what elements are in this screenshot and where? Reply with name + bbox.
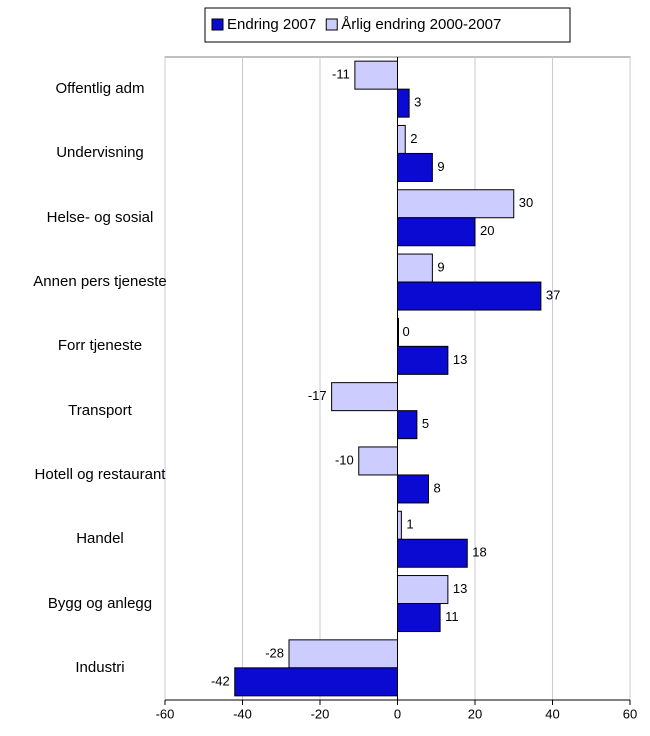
value-label: 18 bbox=[472, 545, 486, 560]
bar bbox=[354, 60, 398, 90]
x-tick-label: 0 bbox=[394, 706, 401, 721]
value-label: 9 bbox=[437, 259, 444, 274]
legend-swatch bbox=[325, 18, 338, 31]
value-label: 8 bbox=[434, 480, 441, 495]
x-tick-label: 20 bbox=[468, 706, 482, 721]
value-label: 13 bbox=[453, 581, 467, 596]
bar bbox=[288, 639, 398, 669]
y-tick-label: Handel bbox=[76, 530, 124, 548]
bar bbox=[397, 88, 410, 118]
y-tick-label: Helse- og sosial bbox=[46, 208, 154, 226]
legend-box bbox=[204, 7, 571, 43]
bar bbox=[331, 382, 398, 412]
value-label: 0 bbox=[403, 324, 410, 339]
value-label: 5 bbox=[422, 416, 429, 431]
value-label: -10 bbox=[335, 452, 354, 467]
value-label: -17 bbox=[308, 388, 327, 403]
bar bbox=[397, 603, 441, 633]
x-tick-label: -40 bbox=[233, 706, 252, 721]
y-tick-label: Transport bbox=[68, 401, 132, 419]
value-label: 3 bbox=[414, 95, 421, 110]
bar bbox=[397, 538, 468, 568]
legend-swatch bbox=[211, 18, 224, 31]
value-label: 2 bbox=[410, 131, 417, 146]
value-label: 9 bbox=[437, 159, 444, 174]
x-tick-label: 60 bbox=[623, 706, 637, 721]
value-label: 30 bbox=[519, 195, 533, 210]
x-tick-label: -20 bbox=[311, 706, 330, 721]
y-tick-label: Industri bbox=[75, 658, 125, 676]
y-tick-label: Forr tjeneste bbox=[57, 337, 143, 355]
value-label: -28 bbox=[265, 645, 284, 660]
value-label: 13 bbox=[453, 352, 467, 367]
bar bbox=[397, 217, 476, 247]
value-label: 20 bbox=[480, 223, 494, 238]
y-tick-label: Offentlig adm bbox=[55, 80, 145, 98]
bar bbox=[234, 667, 398, 697]
value-label: -11 bbox=[332, 67, 350, 82]
value-label: -42 bbox=[211, 673, 230, 688]
bar bbox=[397, 575, 449, 605]
legend-label: Endring 2007 bbox=[227, 16, 316, 33]
legend-label: Årlig endring 2000-2007 bbox=[341, 16, 501, 33]
y-tick-label: Hotell og restaurant bbox=[34, 465, 166, 483]
value-label: 11 bbox=[445, 609, 459, 624]
x-tick-label: 40 bbox=[545, 706, 559, 721]
bar bbox=[397, 152, 433, 182]
y-tick-label: Annen pers tjeneste bbox=[33, 273, 167, 291]
bar bbox=[397, 253, 433, 283]
bar bbox=[397, 281, 542, 311]
bar bbox=[397, 410, 418, 440]
value-label: 1 bbox=[406, 517, 413, 532]
bar bbox=[358, 446, 398, 476]
bar bbox=[397, 474, 429, 504]
bar bbox=[397, 124, 406, 154]
bar bbox=[397, 345, 449, 375]
y-tick-label: Undervisning bbox=[56, 144, 144, 162]
bar bbox=[397, 510, 402, 540]
value-label: 37 bbox=[546, 287, 560, 302]
x-tick-label: -60 bbox=[156, 706, 175, 721]
bar bbox=[397, 189, 515, 219]
y-tick-label: Bygg og anlegg bbox=[47, 594, 153, 612]
